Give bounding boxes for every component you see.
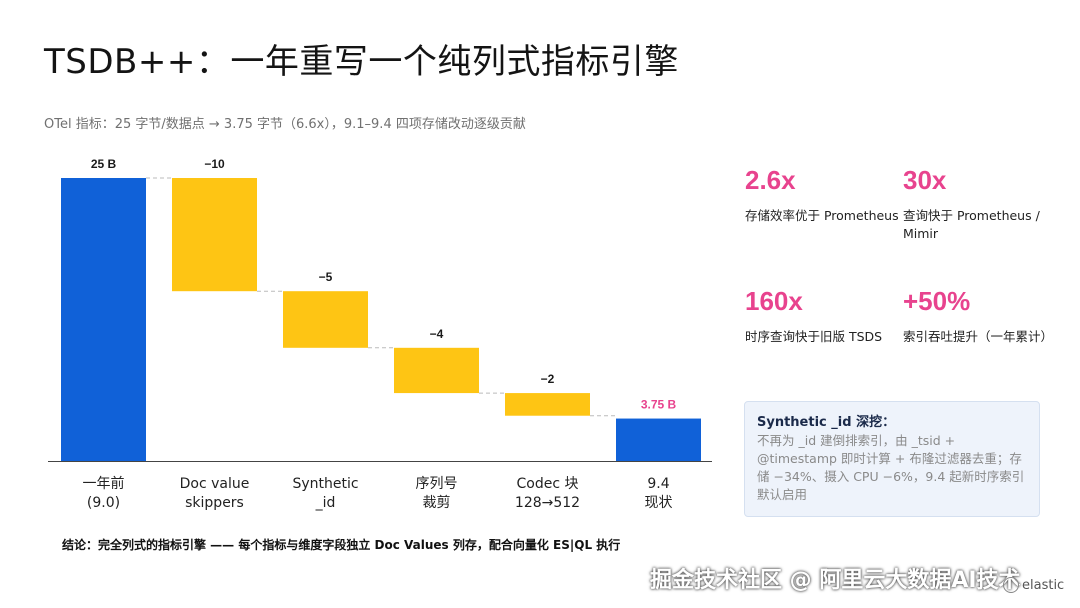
category-label-1-0: Doc value (180, 476, 250, 492)
stat-value: 2.6x (745, 165, 796, 195)
stat-value: 30x (903, 165, 947, 195)
category-label-3-0: 序列号 (416, 476, 458, 492)
bar-value-label-2: −5 (319, 270, 333, 284)
category-label-4-0: Codec 块 (517, 476, 579, 492)
elastic-logo-text: elastic (1022, 577, 1065, 593)
stat-label: 查询快于 Prometheus / Mimir (903, 208, 1040, 241)
bar-0 (61, 178, 146, 461)
bar-3 (394, 347, 479, 394)
stat-label: 时序查询快于旧版 TSDS (745, 329, 883, 344)
bar-4 (505, 393, 590, 416)
category-label-5-1: 现状 (645, 495, 673, 511)
category-label-0-0: 一年前 (83, 475, 125, 492)
waterfall-chart: 25 B −10 −5 −4 −2 3.75 B 一年前 (9.0) Doc value skip… (48, 157, 712, 511)
bar-value-label-4: −2 (541, 372, 555, 386)
category-label-4-1: 128→512 (515, 495, 580, 511)
stat-storage-efficiency: 2.6x 存储效率优于 Prometheus (745, 165, 900, 225)
callout-title: Synthetic _id 深挖： (757, 415, 896, 430)
stat-index-throughput: +50% 索引吞吐提升（一年累计） (903, 286, 1058, 346)
stat-value: +50% (903, 286, 971, 316)
elastic-logo-icon (1003, 577, 1019, 593)
stat-timeseries-query: 160x 时序查询快于旧版 TSDS (745, 286, 900, 346)
category-label-2-0: Synthetic (292, 476, 358, 492)
callout-body: 不再为 _id 建倒排索引，由 _tsid + @timestamp 即时计算 … (757, 433, 1025, 502)
category-label-0-1: (9.0) (87, 495, 120, 511)
category-label-2-1: _id (315, 495, 336, 511)
page-title: TSDB++：一年重写一个纯列式指标引擎 (44, 42, 679, 82)
watermark-text: 掘金技术社区 @ 阿里云大数据AI技术 (650, 568, 1021, 593)
bar-1 (172, 178, 257, 292)
synthetic-id-callout: Synthetic _id 深挖： 不再为 _id 建倒排索引，由 _tsid … (744, 401, 1040, 517)
bar-value-label-5: 3.75 B (641, 398, 677, 412)
bar-5 (616, 418, 701, 461)
bar-2 (283, 291, 368, 348)
elastic-logo: elastic (1003, 577, 1064, 593)
stat-label: 存储效率优于 Prometheus (745, 208, 899, 223)
category-label-5-0: 9.4 (647, 476, 669, 492)
category-label-1-1: skippers (185, 495, 244, 511)
stat-label: 索引吞吐提升（一年累计） (903, 329, 1054, 344)
stat-value: 160x (745, 286, 803, 316)
bar-value-label-0: 25 B (91, 157, 117, 171)
page-subtitle: OTel 指标：25 字节/数据点 → 3.75 字节（6.6x），9.1–9.… (44, 117, 526, 132)
conclusion-text: 结论：完全列式的指标引擎 —— 每个指标与维度字段独立 Doc Values 列… (62, 538, 621, 552)
category-label-3-1: 裁剪 (423, 495, 451, 511)
bar-value-label-3: −4 (430, 327, 444, 341)
stat-query-speed: 30x 查询快于 Prometheus / Mimir (903, 165, 1058, 243)
bar-value-label-1: −10 (204, 157, 225, 171)
